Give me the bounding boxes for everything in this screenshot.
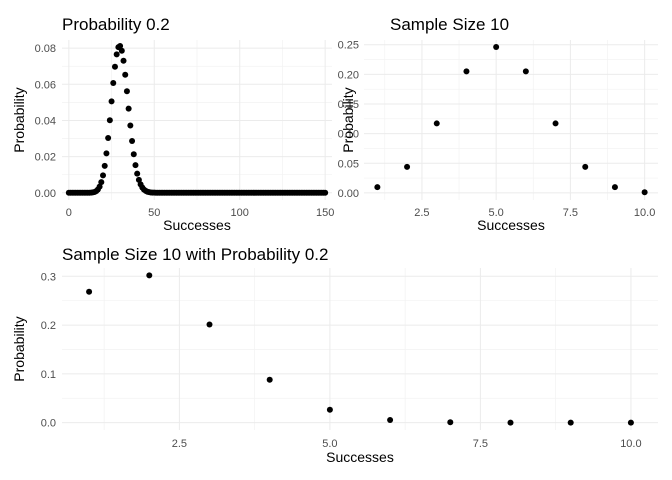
data-point [117, 42, 124, 49]
data-point [108, 98, 115, 105]
data-point [522, 68, 529, 75]
x-tick-label: 7.5 [473, 438, 488, 450]
data-point [130, 151, 137, 158]
data-point [129, 137, 136, 144]
chart-panel-2: 2.5 5.0 7.5 10.0 0.00 0.05 0.10 0.15 0.20 0.25 Sam… [338, 15, 658, 233]
data-point [105, 134, 112, 141]
data-point [106, 117, 113, 124]
y-tick-label: 0.05 [338, 158, 359, 170]
x-tick-label: 100 [231, 207, 249, 219]
y-tick-label: 0.0 [41, 418, 56, 430]
y-tick-label: 0.08 [35, 43, 56, 55]
y-tick-label: 0.15 [338, 99, 359, 111]
data-point [567, 419, 574, 426]
data-point [206, 321, 213, 328]
chart-panel-1: 0 50 100 150 0.00 0.02 0.04 0.06 0.08 Probability… [11, 15, 334, 233]
data-point [404, 163, 411, 170]
data-point [447, 419, 454, 426]
data-point [322, 189, 329, 196]
data-point [552, 120, 559, 127]
y-tick-label: 0.1 [41, 369, 56, 381]
x-tick-label: 150 [316, 207, 334, 219]
chart-title: Sample Size 10 [390, 15, 509, 34]
data-point [627, 419, 634, 426]
data-point [433, 120, 440, 127]
x-tick-label: 10.0 [620, 438, 641, 450]
x-axis-title: Successes [477, 217, 545, 233]
data-point [127, 122, 134, 129]
data-point [132, 162, 139, 169]
y-tick-label: 0.25 [338, 40, 359, 52]
data-point [266, 376, 273, 383]
chart-title: Sample Size 10 with Probability 0.2 [62, 245, 328, 264]
data-point [111, 63, 118, 70]
y-tick-label: 0.20 [338, 69, 359, 81]
chart-title: Probability 0.2 [62, 15, 170, 34]
y-axis-title: Probability [11, 87, 27, 152]
data-point [507, 419, 514, 426]
y-tick-label: 0.2 [41, 320, 56, 332]
data-point [103, 150, 110, 157]
data-point [110, 79, 117, 86]
y-tick-label: 0.04 [35, 115, 56, 127]
data-point [641, 189, 648, 196]
data-point [146, 272, 153, 279]
data-point [387, 416, 394, 423]
x-tick-label: 50 [148, 207, 160, 219]
data-point [122, 71, 129, 78]
x-tick-label: 5.0 [489, 207, 504, 219]
data-point [611, 184, 618, 191]
data-point [125, 105, 132, 112]
y-tick-label: 0.06 [35, 79, 56, 91]
data-point [463, 68, 470, 75]
y-tick-label: 0.02 [35, 152, 56, 164]
y-tick-label: 0.10 [338, 129, 359, 141]
y-tick-label: 0.3 [41, 271, 56, 283]
x-tick-label: 2.5 [414, 207, 429, 219]
chart-panel-3: 2.5 5.0 7.5 10.0 0.0 0.1 0.2 0.3 Sample Size 10 … [11, 245, 658, 465]
data-point [374, 184, 381, 191]
data-point [135, 176, 142, 183]
y-tick-label: 0.00 [338, 188, 359, 200]
x-axis-title: Successes [163, 217, 231, 233]
y-axis-title: Probability [340, 87, 356, 152]
data-point [123, 88, 130, 95]
data-point [98, 179, 105, 186]
y-axis-title: Probability [11, 316, 27, 381]
x-tick-label: 7.5 [563, 207, 578, 219]
data-point [96, 183, 103, 190]
data-point [118, 47, 125, 54]
y-tick-label: 0.00 [35, 188, 56, 200]
data-point [493, 44, 500, 51]
x-tick-label: 2.5 [172, 438, 187, 450]
data-point [100, 172, 107, 179]
data-point [86, 288, 93, 295]
x-tick-label: 5.0 [322, 438, 337, 450]
x-tick-label: 10.0 [634, 207, 655, 219]
data-point [101, 162, 108, 169]
data-point [120, 57, 127, 64]
data-point [326, 406, 333, 413]
x-axis-title: Successes [326, 449, 394, 465]
data-point [582, 163, 589, 170]
data-point [113, 51, 120, 58]
data-point [134, 170, 141, 177]
x-tick-label: 0 [66, 207, 72, 219]
